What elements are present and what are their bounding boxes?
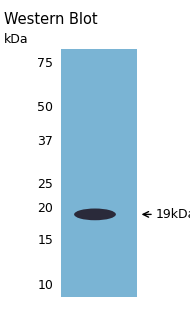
Text: 20: 20	[37, 202, 53, 215]
Text: 75: 75	[37, 57, 53, 70]
Text: 37: 37	[37, 134, 53, 147]
Ellipse shape	[74, 209, 116, 220]
Text: Western Blot: Western Blot	[4, 12, 97, 28]
Text: 25: 25	[37, 178, 53, 191]
Text: 15: 15	[37, 234, 53, 247]
Text: kDa: kDa	[4, 33, 28, 46]
Text: 50: 50	[37, 101, 53, 114]
Text: 19kDa: 19kDa	[156, 208, 190, 221]
Bar	[61, 49, 137, 297]
Text: 10: 10	[37, 278, 53, 291]
